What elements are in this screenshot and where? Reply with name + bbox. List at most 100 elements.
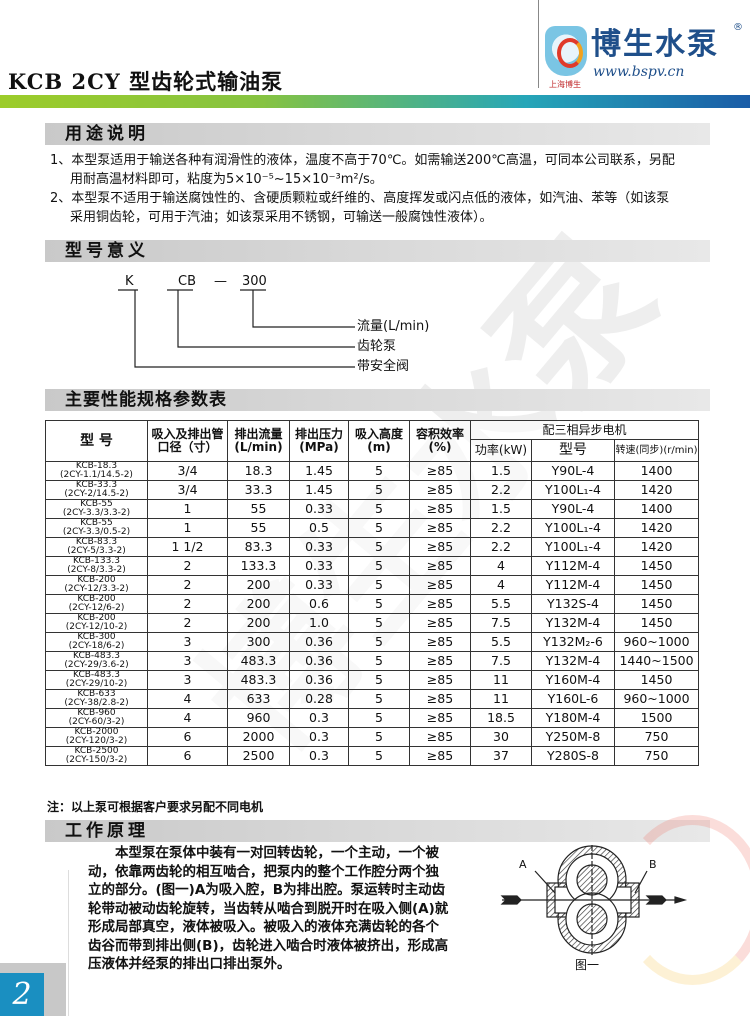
principle-line: 立的部分。(图一)A为吸入腔，B为排出腔。泵运转时主动齿: [88, 882, 446, 898]
table-row: KCB-55 (2CY-3.3/3.3-2) 1 55 0.33 5 ≥85 1.5 Y90L-…: [45, 499, 700, 519]
cell-suction: 5: [348, 708, 410, 728]
col-pressure: 排出压力(MPa): [289, 420, 349, 462]
cell-efficiency: ≥85: [409, 670, 471, 690]
cell-model: KCB-483.3 (2CY-29/3.6-2): [45, 651, 148, 671]
principle-line: 形成局部真空，液体被吸入。被吸入的液体充满齿轮的各个: [88, 919, 439, 935]
spec-table: 型 号 吸入及排出管口径（寸） 排出流量(L/min) 排出压力(MPa) 吸入…: [45, 420, 700, 766]
figure-caption: 图一: [575, 958, 600, 972]
cell-model: KCB-200 (2CY-12/6-2): [45, 594, 148, 614]
cell-model: KCB-18.3 (2CY-1.1/14.5-2): [45, 461, 148, 481]
cell-efficiency: ≥85: [409, 480, 471, 500]
cell-power: 37: [470, 746, 532, 766]
cell-flow: 55: [227, 518, 290, 538]
cell-flow: 483.3: [227, 651, 290, 671]
section-heading: 工作原理: [65, 821, 149, 841]
cell-pipe: 1: [147, 518, 228, 538]
table-row: KCB-2000 (2CY-120/3-2) 6 2000 0.3 5 ≥85 30 Y250M…: [45, 727, 700, 747]
cell-efficiency: ≥85: [409, 708, 471, 728]
logo-sub: 上海博生: [549, 80, 581, 89]
cell-power: 7.5: [470, 613, 532, 633]
cell-motor-model: Y132M-4: [531, 613, 615, 633]
cell-motor-model: Y90L-4: [531, 461, 615, 481]
section-usage-header: 用途说明: [45, 123, 710, 145]
margin-line: [68, 870, 69, 1016]
cell-suction: 5: [348, 461, 410, 481]
cell-pressure: 0.33: [289, 537, 349, 557]
cell-speed: 1450: [613, 575, 700, 595]
cell-model: KCB-2500 (2CY-150/3-2): [45, 746, 148, 766]
table-row: KCB-55 (2CY-3.3/0.5-2) 1 55 0.5 5 ≥85 2.2 Y100L₁…: [45, 518, 700, 538]
figure-label-a: A: [519, 858, 527, 871]
cell-pressure: 0.36: [289, 670, 349, 690]
model-connector-lines: [118, 289, 355, 368]
cell-pressure: 0.3: [289, 746, 349, 766]
model-part-k: K: [125, 274, 134, 289]
cell-motor-model: Y100L₁-4: [531, 537, 615, 557]
section-principle-header: 工作原理: [45, 820, 710, 842]
cell-pipe: 3: [147, 632, 228, 652]
model-2cy: (2CY-29/10-2): [65, 679, 128, 689]
section-heading: 主要性能规格参数表: [65, 390, 227, 410]
cell-power: 18.5: [470, 708, 532, 728]
table-row: KCB-200 (2CY-12/6-2) 2 200 0.6 5 ≥85 5.5 Y132S-4…: [45, 594, 700, 614]
model-kcb: KCB-483.3: [73, 651, 120, 661]
model-kcb: KCB-200: [77, 575, 116, 585]
cell-pipe: 3/4: [147, 480, 228, 500]
cell-power: 2.2: [470, 518, 532, 538]
page-title: KCB 2CY 型齿轮式输油泵: [8, 69, 284, 94]
cell-speed: 750: [613, 727, 700, 747]
table-row: KCB-33.3 (2CY-2/14.5-2) 3/4 33.3 1.45 5 ≥85 2.2…: [45, 480, 700, 500]
cell-suction: 5: [348, 670, 410, 690]
col-suction: 吸入高度(m): [348, 420, 410, 462]
cell-flow: 133.3: [227, 556, 290, 576]
cell-pipe: 3: [147, 651, 228, 671]
cell-suction: 5: [348, 689, 410, 709]
cell-flow: 55: [227, 499, 290, 519]
table-row: KCB-83.3 (2CY-5/3.3-2) 1 1/2 83.3 0.33 5 ≥85 2.…: [45, 537, 700, 557]
cell-suction: 5: [348, 594, 410, 614]
cell-suction: 5: [348, 499, 410, 519]
table-row: KCB-633 (2CY-38/2.8-2) 4 633 0.28 5 ≥85 11 Y160L…: [45, 689, 700, 709]
usage-item: 2、本型泵不适用于输送腐蚀性的、含硬质颗粒或纤维的、高度挥发或闪点低的液体，如汽…: [50, 191, 670, 225]
model-kcb: KCB-633: [77, 689, 116, 699]
model-kcb: KCB-2000: [74, 727, 119, 737]
section-heading: 型号意义: [65, 241, 149, 261]
cell-pipe: 2: [147, 575, 228, 595]
cell-efficiency: ≥85: [409, 613, 471, 633]
cell-flow: 2500: [227, 746, 290, 766]
cell-flow: 200: [227, 575, 290, 595]
cell-pipe: 4: [147, 689, 228, 709]
principle-line: 齿谷而带到排出侧(B)，齿轮进入啮合时液体被挤出，形成高: [88, 937, 449, 954]
cell-flow: 960: [227, 708, 290, 728]
cell-speed: 1400: [613, 461, 700, 481]
cell-power: 7.5: [470, 651, 532, 671]
model-2cy: (2CY-18/6-2): [68, 641, 125, 651]
model-2cy: (2CY-1.1/14.5-2): [60, 470, 133, 480]
cell-power: 4: [470, 575, 532, 595]
cell-pressure: 1.45: [289, 480, 349, 500]
model-part-cb: CB: [178, 274, 196, 289]
cell-speed: 1450: [613, 594, 700, 614]
cell-suction: 5: [348, 537, 410, 557]
cell-model: KCB-300 (2CY-18/6-2): [45, 632, 148, 652]
cell-model: KCB-133.3 (2CY-8/3.3-2): [45, 556, 148, 576]
cell-speed: 750: [613, 746, 700, 766]
cell-flow: 633: [227, 689, 290, 709]
cell-pressure: 0.33: [289, 556, 349, 576]
cell-model: KCB-200 (2CY-12/10-2): [45, 613, 148, 633]
cell-power: 5.5: [470, 594, 532, 614]
cell-pipe: 3: [147, 670, 228, 690]
table-row: KCB-483.3 (2CY-29/3.6-2) 3 483.3 0.36 5 ≥85 7.5…: [45, 651, 700, 671]
cell-motor-model: Y160L-6: [531, 689, 615, 709]
table-row: KCB-18.3 (2CY-1.1/14.5-2) 3/4 18.3 1.45 5 ≥85 1…: [45, 461, 700, 481]
cell-power: 4: [470, 556, 532, 576]
cell-speed: 1400: [613, 499, 700, 519]
cell-speed: 1450: [613, 670, 700, 690]
principle-text: 本型泵在泵体中装有一对回转齿轮，一个主动，一个被 动，依靠两齿轮的相互啮合，把泵…: [88, 844, 448, 974]
model-2cy: (2CY-3.3/3.3-2): [62, 508, 131, 518]
cell-model: KCB-83.3 (2CY-5/3.3-2): [45, 537, 148, 557]
cell-motor-model: Y100L₁-4: [531, 480, 615, 500]
table-row: KCB-483.3 (2CY-29/10-2) 3 483.3 0.36 5 ≥85 11 Y1…: [45, 670, 700, 690]
model-2cy: (2CY-60/3-2): [68, 717, 125, 727]
cell-power: 2.2: [470, 480, 532, 500]
